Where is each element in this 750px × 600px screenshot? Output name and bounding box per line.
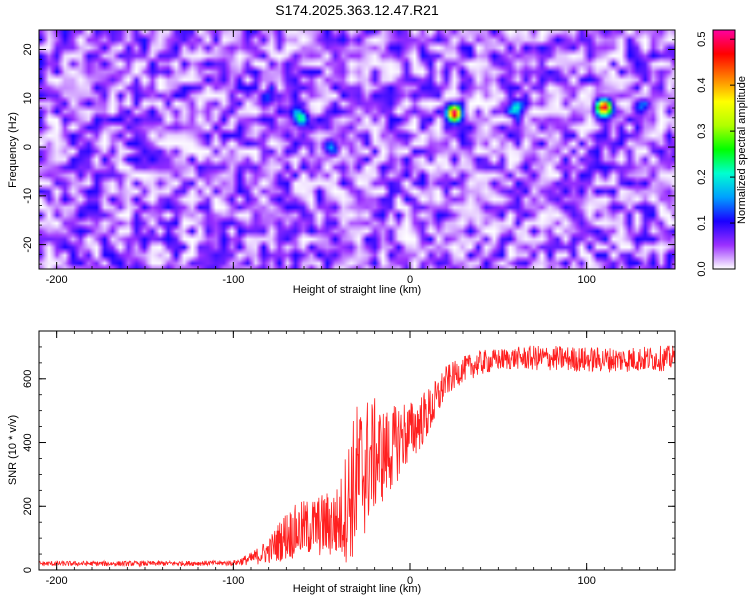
y-tick-label: -10 [22, 188, 34, 204]
x-tick-label: -100 [222, 575, 244, 587]
colorbar-tick-label: 0.2 [696, 169, 708, 184]
colorbar-ticks: 0.0 0.1 0.2 0.3 0.4 0.5 [696, 32, 735, 277]
y-tick-label: 10 [22, 92, 34, 104]
snr-x-ticks: -200 -100 0 100 [38, 331, 676, 587]
x-tick-label: -100 [222, 274, 244, 286]
x-tick-label: -200 [46, 274, 68, 286]
snr-line-panel: -200 -100 0 100 0 200 400 600 Height of straig… [7, 330, 676, 595]
x-tick-label: 100 [577, 274, 595, 286]
y-tick-label: 400 [22, 433, 34, 451]
y-tick-label: 0 [22, 144, 34, 150]
y-tick-label: 20 [22, 43, 34, 55]
chart-title: S174.2025.363.12.47.R21 [275, 2, 439, 18]
x-tick-label: 100 [577, 575, 595, 587]
colorbar-tick-label: 0.5 [696, 32, 708, 47]
x-tick-label: -200 [46, 575, 68, 587]
heatmap-y-axis-label: Frequency (Hz) [7, 112, 19, 188]
colorbar-tick-label: 0.1 [696, 215, 708, 230]
snr-y-axis-label: SNR (10 * v/v) [7, 415, 19, 485]
colorbar-tick-label: 0.4 [696, 78, 708, 93]
snr-series-line [39, 345, 675, 568]
y-tick-label: 0 [22, 567, 34, 573]
snr-x-axis-label: Height of straight line (km) [293, 583, 421, 595]
heatmap-image [39, 30, 675, 269]
colorbar-tick-label: 0.0 [696, 261, 708, 276]
colorbar-label: Normalized spectral amplitude [736, 76, 748, 224]
y-tick-label: 200 [22, 497, 34, 515]
x-tick-label: 0 [407, 274, 413, 286]
heatmap-x-ticks: -200 -100 0 100 [38, 30, 676, 286]
colorbar-tick-label: 0.3 [696, 123, 708, 138]
y-tick-label: -20 [22, 237, 34, 253]
colorbar-gradient [712, 29, 736, 270]
colorbar: 0.0 0.1 0.2 0.3 0.4 0.5 Normalized spectral a… [696, 29, 748, 277]
y-tick-label: 600 [22, 370, 34, 388]
x-tick-label: 0 [407, 575, 413, 587]
heatmap-y-ticks: -20 -10 0 10 20 [22, 29, 675, 265]
heatmap-x-axis-label: Height of straight line (km) [293, 284, 421, 296]
snr-y-ticks: 0 200 400 600 [22, 330, 675, 573]
